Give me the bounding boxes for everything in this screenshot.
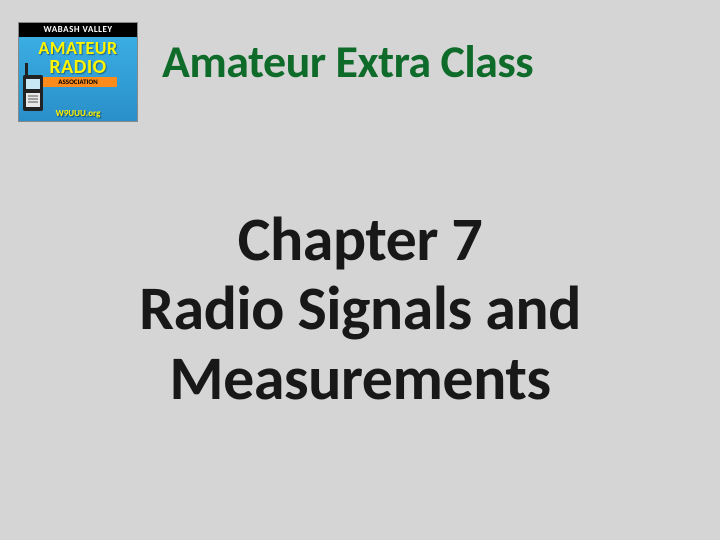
chapter-number: Chapter 7 <box>0 205 720 274</box>
header-row: WABASH VALLEY AMATEUR RADIO ASSOCIATION … <box>0 0 720 122</box>
chapter-title-line-2: Measurements <box>0 344 720 413</box>
club-logo: WABASH VALLEY AMATEUR RADIO ASSOCIATION … <box>18 22 138 122</box>
chapter-heading: Chapter 7 Radio Signals and Measurements <box>0 205 720 413</box>
logo-callsign: W9UUU.org <box>19 108 137 119</box>
logo-top-banner: WABASH VALLEY <box>19 23 137 37</box>
handheld-radio-icon <box>23 63 53 113</box>
chapter-title-line-1: Radio Signals and <box>0 274 720 343</box>
slide-title: Amateur Extra Class <box>162 34 533 90</box>
